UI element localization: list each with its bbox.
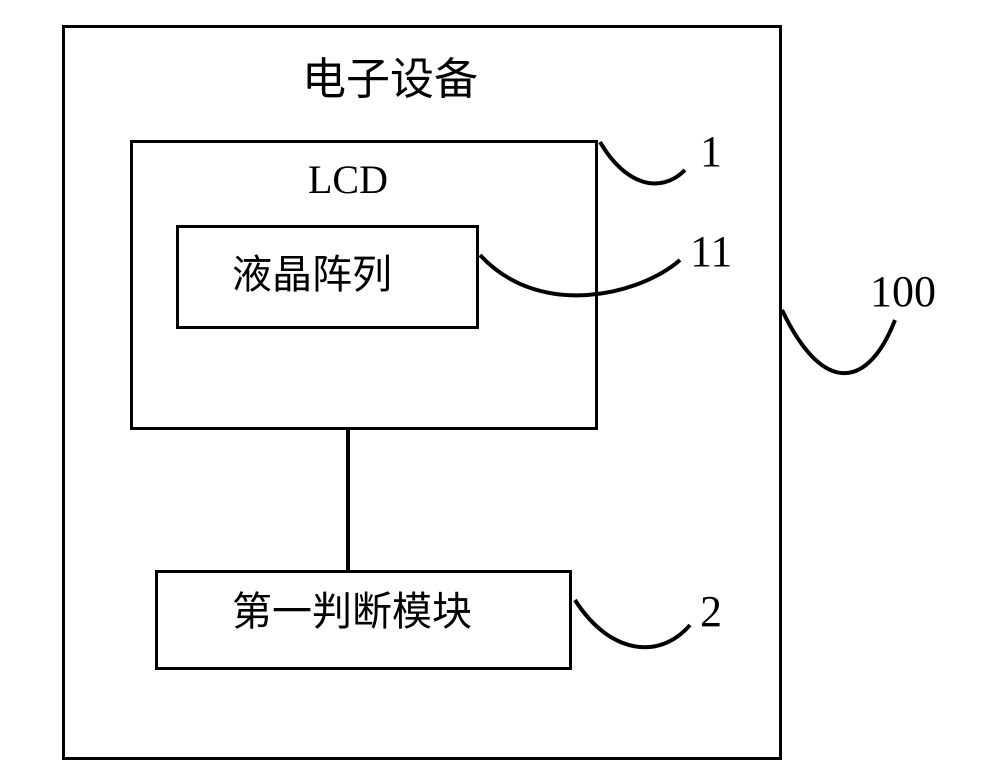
diagram-stage: 电子设备 LCD 液晶阵列 第一判断模块 1 11 100 2 bbox=[0, 0, 998, 775]
ref-label-100: 100 bbox=[870, 270, 936, 314]
leader-100-path bbox=[782, 310, 895, 373]
judge-title: 第一判断模块 bbox=[232, 592, 472, 632]
lcd-title: LCD bbox=[308, 160, 388, 200]
ref-label-2: 2 bbox=[700, 590, 722, 634]
array-title: 液晶阵列 bbox=[232, 255, 392, 295]
device-title: 电子设备 bbox=[302, 58, 478, 102]
ref-label-11: 11 bbox=[690, 230, 732, 274]
ref-label-1: 1 bbox=[700, 130, 722, 174]
